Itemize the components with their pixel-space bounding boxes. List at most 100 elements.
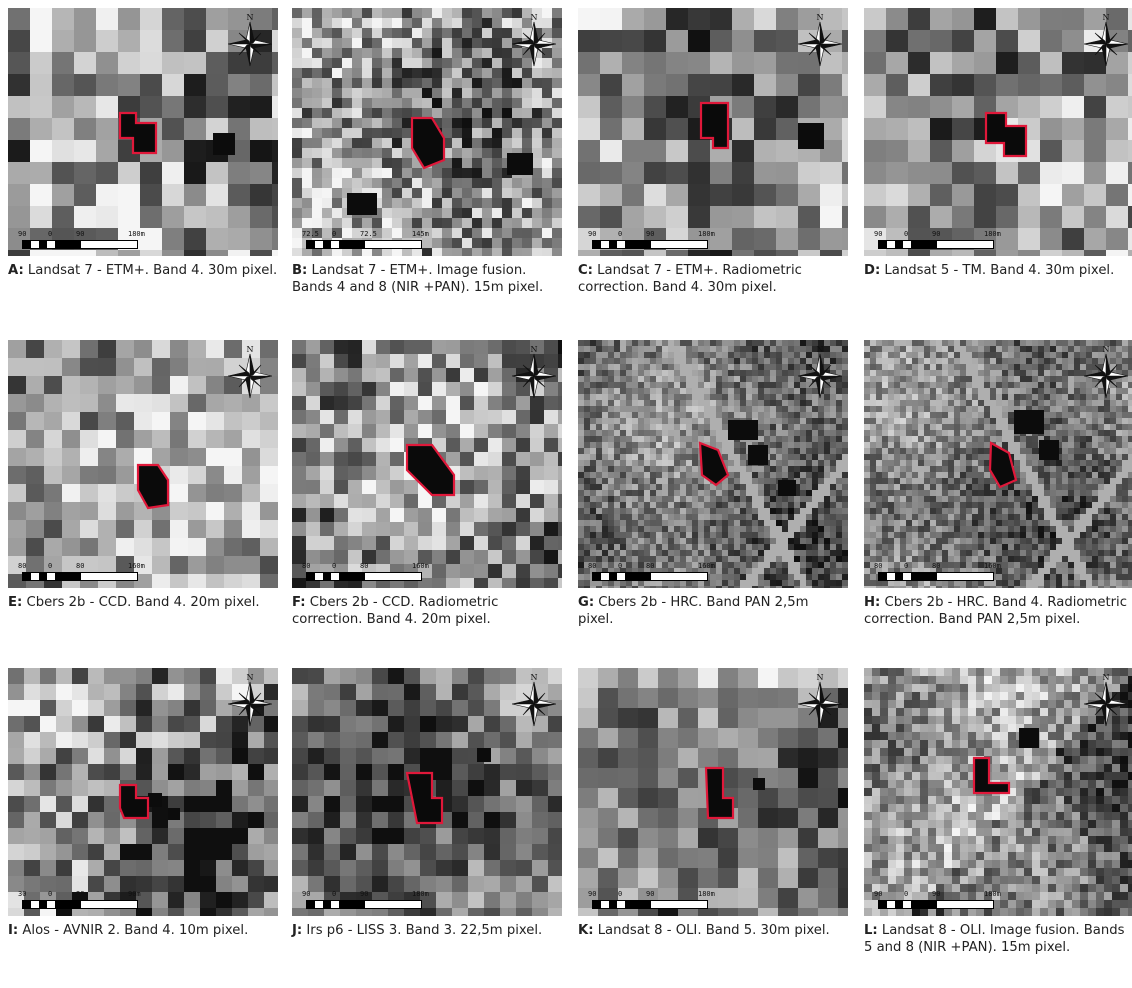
panel-caption-text: Landsat 7 - ETM+. Radiometric correction… <box>578 263 802 295</box>
target-outline <box>972 756 1011 795</box>
north-label: N <box>247 13 254 22</box>
scale-label: 145m <box>412 230 429 238</box>
scale-bar: 30 0 30 90m <box>18 890 148 910</box>
scale-label: 180m <box>412 890 429 898</box>
panel: N 72.5 0 72.5 145m B: Landsat 7 - ETM+. Image… <box>292 8 562 296</box>
scale-label: 180m <box>698 890 715 898</box>
north-arrow-icon: N <box>1084 673 1128 727</box>
north-arrow-icon: N <box>512 673 556 727</box>
satellite-image: N 90 0 90 180m <box>8 8 278 256</box>
scale-label: 80 <box>932 562 941 570</box>
panel-caption-text: Landsat 7 - ETM+. Image fusion. Bands 4 … <box>292 263 544 295</box>
panel-caption-text: Irs p6 - LISS 3. Band 3. 22,5m pixel. <box>302 923 543 938</box>
panel: N 90 0 90 180m D: Landsat 5 - TM. Band 4. 30m… <box>864 8 1132 279</box>
north-label: N <box>1103 13 1110 22</box>
panel-caption: B: Landsat 7 - ETM+. Image fusion. Bands… <box>292 262 562 296</box>
panel-letter: B: <box>292 263 308 278</box>
raster-image <box>8 668 278 916</box>
scale-bar: 80 0 80 160m <box>18 562 148 582</box>
panel: N 90 0 90 180m A: Landsat 7 - ETM+. Band 4. 3… <box>8 8 278 279</box>
north-arrow-icon: N <box>512 345 556 399</box>
scale-label: 180m <box>698 230 715 238</box>
raster-image <box>864 8 1132 256</box>
north-label: N <box>531 13 538 22</box>
satellite-image: N 80 0 80 160m <box>578 340 848 588</box>
scale-bar: 90 0 90 180m <box>874 890 1004 910</box>
scale-label: 80 <box>76 562 85 570</box>
scale-bar: 90 0 90 180m <box>588 230 718 250</box>
scale-bar: 80 0 80 160m <box>588 562 718 582</box>
raster-image <box>578 340 848 588</box>
scale-label: 90 <box>76 230 85 238</box>
panel-letter: H: <box>864 595 881 610</box>
scale-label: 0 <box>48 562 53 570</box>
scale-bar: 90 0 90 180m <box>302 890 432 910</box>
scale-label: 0 <box>904 230 909 238</box>
north-label: N <box>247 345 254 354</box>
satellite-image: N 90 0 90 180m <box>292 668 562 916</box>
satellite-image: N 90 0 90 180m <box>864 668 1132 916</box>
panel-caption: F: Cbers 2b - CCD. Radiometric correctio… <box>292 594 562 628</box>
panel-caption: E: Cbers 2b - CCD. Band 4. 20m pixel. <box>8 594 278 611</box>
scale-label: 0 <box>48 230 53 238</box>
scale-label: 0 <box>904 890 909 898</box>
scale-label: 80 <box>360 562 369 570</box>
raster-image <box>292 340 562 588</box>
panel-caption: G: Cbers 2b - HRC. Band PAN 2,5m pixel. <box>578 594 848 628</box>
scale-label: 0 <box>332 890 337 898</box>
north-label: N <box>531 345 538 354</box>
scale-label: 160m <box>412 562 429 570</box>
satellite-image: N 72.5 0 72.5 145m <box>292 8 562 256</box>
north-arrow-icon: N <box>1084 345 1128 399</box>
target-outline <box>699 101 730 150</box>
north-arrow-icon: N <box>228 673 272 727</box>
scale-label: 90 <box>932 230 941 238</box>
raster-image <box>8 8 278 256</box>
target-outline <box>988 441 1018 489</box>
scale-label: 160m <box>128 562 145 570</box>
satellite-image: N 30 0 30 90m <box>8 668 278 916</box>
panel-caption: J: Irs p6 - LISS 3. Band 3. 22,5m pixel. <box>292 922 562 939</box>
north-label: N <box>1103 345 1110 354</box>
north-arrow-icon: N <box>798 345 842 399</box>
scale-label: 80 <box>588 562 597 570</box>
satellite-image: N 80 0 80 160m <box>864 340 1132 588</box>
raster-image <box>864 668 1132 916</box>
panel-letter: C: <box>578 263 593 278</box>
panel-caption-text: Cbers 2b - CCD. Band 4. 20m pixel. <box>22 595 260 610</box>
panel-caption-text: Landsat 8 - OLI. Band 5. 30m pixel. <box>593 923 830 938</box>
north-label: N <box>817 345 824 354</box>
panel: N 90 0 90 180m L: Landsat 8 - OLI. Image fusi… <box>864 668 1132 956</box>
scale-label: 160m <box>984 562 1001 570</box>
scale-label: 0 <box>618 562 623 570</box>
scale-label: 90 <box>588 230 597 238</box>
panel: N 90 0 90 180m J: Irs p6 - LISS 3. Band 3. 22… <box>292 668 562 939</box>
scale-bar: 90 0 90 180m <box>874 230 1004 250</box>
raster-image <box>864 340 1132 588</box>
scale-label: 90 <box>874 230 883 238</box>
scale-label: 0 <box>904 562 909 570</box>
scale-label: 80 <box>302 562 311 570</box>
panel: N 30 0 30 90m I: Alos - AVNIR 2. Band 4. 10m … <box>8 668 278 939</box>
scale-label: 90 <box>360 890 369 898</box>
panel-letter: L: <box>864 923 878 938</box>
panel-caption-text: Landsat 5 - TM. Band 4. 30m pixel. <box>880 263 1115 278</box>
panel-caption: A: Landsat 7 - ETM+. Band 4. 30m pixel. <box>8 262 278 279</box>
scale-bar: 90 0 90 180m <box>588 890 718 910</box>
north-arrow-icon: N <box>1084 13 1128 67</box>
target-outline <box>118 111 158 155</box>
scale-label: 180m <box>984 890 1001 898</box>
target-outline <box>405 771 444 825</box>
scale-bar: 80 0 80 160m <box>874 562 1004 582</box>
panel-caption: I: Alos - AVNIR 2. Band 4. 10m pixel. <box>8 922 278 939</box>
scale-label: 72.5 <box>302 230 319 238</box>
scale-label: 90m <box>128 890 141 898</box>
scale-label: 90 <box>874 890 883 898</box>
scale-label: 80 <box>874 562 883 570</box>
scale-bar: 90 0 90 180m <box>18 230 148 250</box>
scale-label: 30 <box>18 890 27 898</box>
panel: N 80 0 80 160m G: Cbers 2b - HRC. Band PAN 2,… <box>578 340 848 628</box>
scale-label: 0 <box>48 890 53 898</box>
scale-label: 0 <box>618 890 623 898</box>
panel: N 90 0 90 180m C: Landsat 7 - ETM+. Radiometr… <box>578 8 848 296</box>
